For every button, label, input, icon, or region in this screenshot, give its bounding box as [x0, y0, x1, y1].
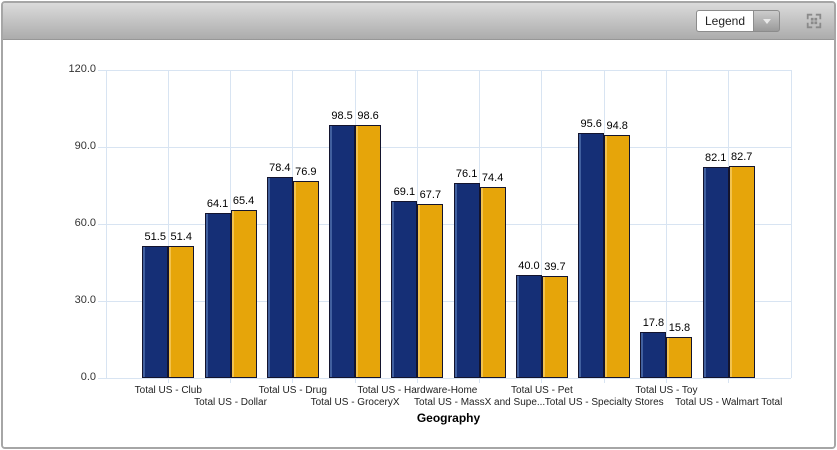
h-gridline — [98, 69, 791, 71]
y-tick-label: 0.0 — [80, 371, 96, 383]
bar-value-label: 98.6 — [357, 109, 379, 122]
x-tick-label: Total US - Specialty Stores — [544, 397, 664, 408]
bar-value-label: 98.5 — [331, 110, 353, 123]
x-tick-label: Total US - GroceryX — [310, 397, 400, 408]
bar-value-label: 15.8 — [668, 322, 691, 335]
gold-series-bar[interactable] — [666, 337, 693, 378]
gold-series-bar[interactable] — [292, 180, 319, 378]
y-tick-label: 30.0 — [74, 294, 96, 306]
gold-series-bar[interactable] — [417, 204, 444, 378]
y-tick-label: 60.0 — [74, 217, 96, 229]
legend-dropdown-arrow-button[interactable] — [753, 10, 780, 32]
gold-series-bar[interactable] — [541, 276, 568, 378]
h-gridline — [98, 223, 791, 225]
blue-series-bar[interactable] — [391, 200, 418, 378]
h-gridline — [98, 146, 791, 148]
x-tick-label: Total US - Drug — [258, 385, 327, 396]
x-tick-label: Total US - Walmart Total — [675, 397, 783, 408]
blue-series-bar[interactable] — [702, 167, 729, 378]
bar-value-label: 51.5 — [144, 230, 166, 243]
blue-series-bar[interactable] — [266, 176, 293, 378]
v-gridline — [541, 70, 543, 383]
gold-series-bar[interactable] — [355, 124, 382, 378]
gold-series-bar[interactable] — [479, 187, 506, 378]
y-tick-label: 120.0 — [68, 63, 96, 75]
gold-series-bar[interactable] — [728, 165, 755, 378]
bar-value-label: 65.4 — [232, 195, 255, 208]
bar-value-label: 82.7 — [731, 150, 753, 163]
bar-value-label: 69.1 — [393, 185, 416, 198]
v-gridline — [790, 70, 792, 378]
v-gridline — [665, 70, 667, 383]
maximize-icon — [806, 13, 822, 29]
bar-value-label: 76.9 — [295, 165, 317, 178]
gold-series-bar[interactable] — [230, 210, 257, 378]
bar-value-label: 67.7 — [419, 189, 442, 202]
x-tick-label: Total US - Pet — [511, 385, 573, 396]
x-tick-label: Total US - Club — [134, 385, 202, 396]
x-tick-label: Total US - Hardware-Home — [357, 385, 478, 396]
chart-region: Geography 0.0 30.0 60.0 90.0 120.0 51.5 51.4 To… — [3, 40, 834, 447]
bar-value-label: 95.6 — [580, 117, 602, 130]
bar-value-label: 39.7 — [544, 261, 566, 274]
blue-series-bar[interactable] — [515, 275, 542, 378]
chevron-down-icon — [762, 18, 771, 24]
blue-series-bar[interactable] — [204, 213, 231, 378]
x-tick-label: Total US - Toy — [635, 385, 698, 396]
blue-series-bar[interactable] — [329, 125, 356, 378]
bar-value-label: 40.0 — [518, 260, 540, 273]
bar-value-label: 17.8 — [642, 317, 665, 330]
legend-dropdown[interactable]: Legend — [696, 10, 780, 32]
blue-series-bar[interactable] — [640, 332, 667, 378]
blue-series-bar[interactable] — [578, 132, 605, 378]
gold-series-bar[interactable] — [168, 246, 195, 378]
bar-value-label: 74.4 — [481, 172, 504, 185]
widget-toolbar: Legend — [3, 3, 834, 40]
bar-value-label: 82.1 — [705, 152, 727, 165]
bar-value-label: 64.1 — [206, 198, 229, 211]
h-gridline — [98, 300, 791, 302]
v-gridline — [105, 70, 107, 378]
legend-dropdown-value[interactable]: Legend — [696, 10, 753, 32]
x-axis-title: Geography — [416, 411, 481, 425]
blue-series-bar[interactable] — [453, 182, 480, 378]
v-gridline — [167, 70, 169, 383]
maximize-button[interactable] — [804, 11, 824, 31]
x-tick-label: Total US - Dollar — [194, 397, 267, 408]
y-tick-label: 90.0 — [74, 140, 96, 152]
blue-series-bar[interactable] — [142, 245, 169, 378]
bar-value-label: 76.1 — [455, 167, 478, 180]
h-gridline — [98, 377, 791, 379]
bar-value-label: 94.8 — [606, 119, 628, 132]
bar-value-label: 51.4 — [170, 231, 192, 244]
gold-series-bar[interactable] — [604, 134, 631, 378]
bar-value-label: 78.4 — [269, 161, 291, 174]
x-tick-label: Total US - MassX and Supe... — [414, 397, 546, 408]
